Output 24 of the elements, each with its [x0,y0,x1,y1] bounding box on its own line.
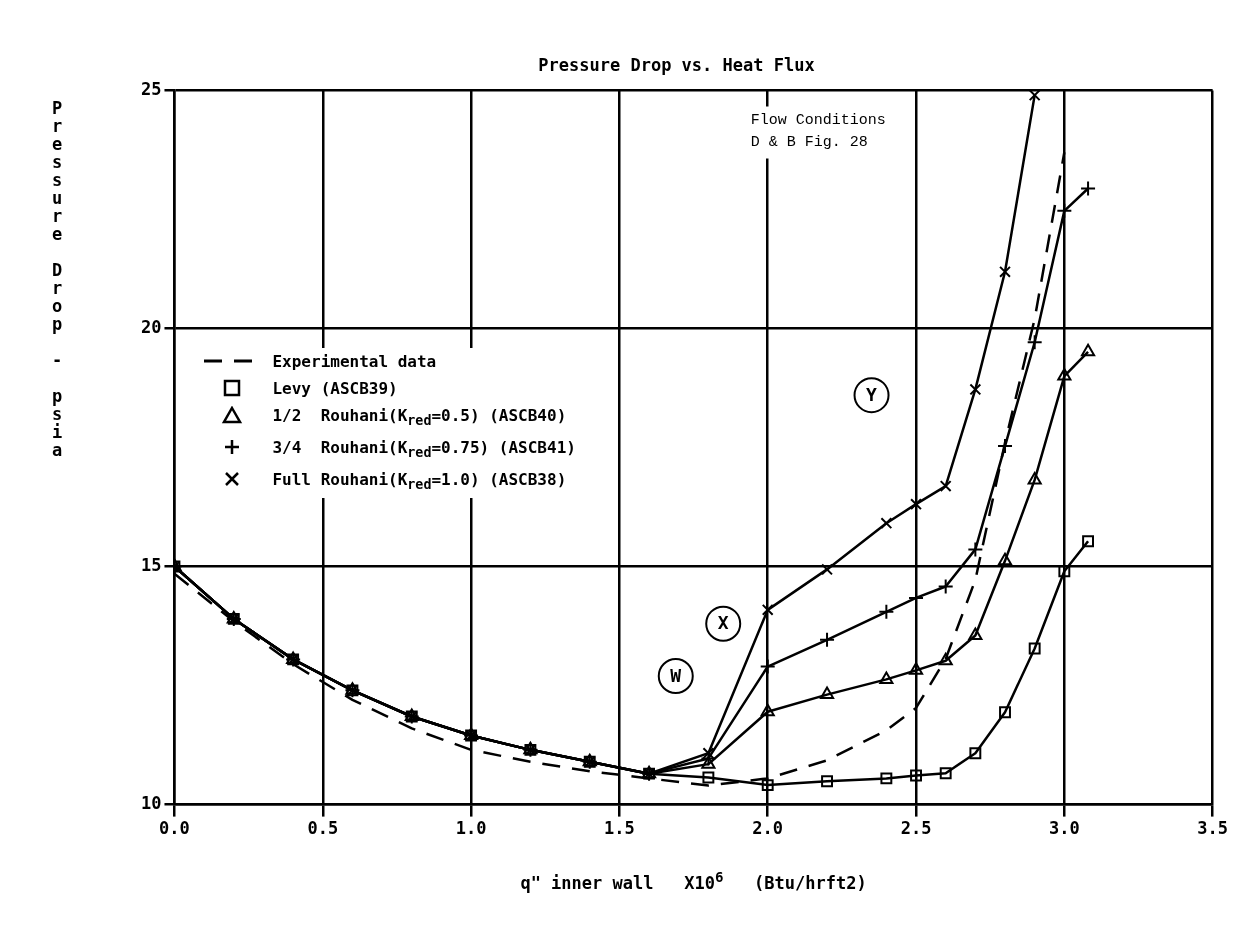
annotation: X [717,612,729,634]
x-tick-label: 2.5 [900,818,932,839]
legend-label: Levy (ASCB39) [272,377,398,400]
legend-label: Full Rouhani(K$_{red}$=1.0) (ASCB38) [272,468,567,495]
legend-label: 1/2 Rouhani(K$_{red}$=0.5) (ASCB40) [272,404,567,430]
y-tick-label: 25 [140,78,162,99]
annotation: Flow Conditions D & B Fig. 28 [750,111,886,151]
x-tick-label: 3.0 [1048,818,1080,839]
x-tick-label: 1.5 [604,818,635,839]
annotation: Y [866,383,878,405]
y-tick-label: 15 [140,554,162,575]
x-tick-label: 0.5 [307,818,339,839]
x-tick-label: 2.0 [752,818,784,839]
y-axis-title: Pressure Drop - psia [47,98,67,458]
x-tick-label: 1.0 [455,818,487,839]
x-tick-label: 3.5 [1197,818,1229,839]
y-tick-label: 20 [140,316,162,337]
chart-title: Pressure Drop vs. Heat Flux [538,54,815,75]
annotation: W [670,664,682,686]
text: q" inner wall X10$^{6}$ (Btu/hrft2) [520,869,867,893]
y-tick-label: 10 [140,793,162,814]
legend-label: Experimental data [272,350,437,373]
x-tick-label: 0.0 [159,818,190,839]
legend-label: 3/4 Rouhani(K$_{red}$=0.75) (ASCB41) [272,436,576,462]
